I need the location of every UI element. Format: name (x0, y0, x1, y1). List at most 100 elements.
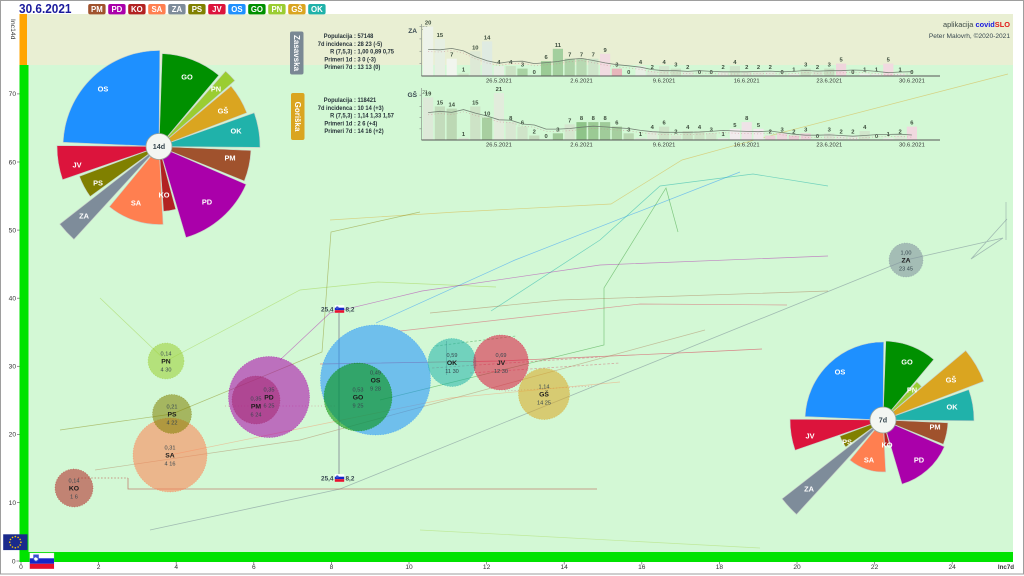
svg-text:70: 70 (9, 91, 17, 98)
svg-text:KO: KO (881, 441, 892, 450)
svg-text:PD: PD (264, 395, 274, 402)
svg-text:ZA: ZA (901, 258, 910, 265)
svg-text:1 6: 1 6 (70, 495, 78, 501)
svg-text:PM: PM (224, 154, 235, 163)
svg-text:0: 0 (910, 70, 913, 76)
svg-text:4: 4 (863, 125, 867, 131)
svg-text:15: 15 (437, 100, 444, 106)
svg-text:0,49: 0,49 (370, 371, 381, 377)
svg-text:4: 4 (639, 60, 643, 66)
svg-text:0,21: 0,21 (167, 405, 178, 411)
svg-text:10: 10 (405, 564, 413, 571)
svg-text:PM: PM (929, 423, 940, 432)
svg-text:PN: PN (211, 85, 221, 94)
svg-text:PS: PS (842, 438, 852, 447)
svg-text:7d incidenca: 7d incidenca (318, 40, 353, 48)
svg-text:Primeri 7d: Primeri 7d (324, 64, 352, 72)
svg-text:7d incidenca: 7d incidenca (318, 104, 353, 112)
svg-text:: 1,14 1,33 1,57: : 1,14 1,33 1,57 (354, 112, 394, 120)
svg-text:4: 4 (662, 60, 666, 66)
svg-text:0,53: 0,53 (353, 388, 364, 394)
svg-text:aplikacija covidSLO: aplikacija covidSLO (943, 20, 1010, 29)
svg-text:3: 3 (804, 63, 808, 69)
svg-text:30.6.2021: 30.6.2021 (19, 2, 72, 16)
svg-text:R (7,5,3): R (7,5,3) (330, 112, 352, 120)
svg-text:0: 0 (544, 134, 547, 140)
svg-text:16: 16 (638, 564, 646, 571)
svg-text:9 28: 9 28 (370, 387, 381, 393)
svg-text:6: 6 (252, 564, 256, 571)
svg-text:Populacija: Populacija (324, 97, 353, 105)
svg-text:3: 3 (556, 127, 560, 133)
svg-text:OK: OK (230, 127, 242, 136)
svg-text:: 57148: : 57148 (354, 33, 374, 41)
svg-text:2: 2 (898, 130, 901, 136)
svg-text:2: 2 (851, 130, 854, 136)
svg-text:R (7,5,3): R (7,5,3) (330, 48, 352, 56)
svg-text:PS: PS (93, 179, 103, 188)
svg-text:GO: GO (251, 5, 263, 14)
svg-text:40: 40 (9, 296, 17, 303)
svg-text:0: 0 (710, 70, 713, 76)
svg-text:60: 60 (9, 159, 17, 166)
svg-text:3: 3 (615, 63, 619, 69)
svg-text:Primeri 7d: Primeri 7d (324, 128, 352, 136)
svg-text:1: 1 (639, 132, 643, 138)
svg-text:6 25: 6 25 (264, 404, 275, 410)
svg-text:18: 18 (716, 564, 724, 571)
svg-text:8,2: 8,2 (346, 306, 355, 313)
svg-text:0,59: 0,59 (447, 353, 458, 359)
svg-text:6: 6 (615, 121, 619, 127)
svg-text:2.6.2021: 2.6.2021 (570, 79, 593, 85)
svg-text:PS: PS (167, 412, 177, 419)
svg-text:14: 14 (484, 35, 491, 41)
svg-text:1: 1 (792, 68, 796, 74)
svg-text:PN: PN (161, 359, 171, 366)
svg-text:GŠ: GŠ (407, 90, 417, 99)
svg-text:3: 3 (828, 127, 832, 133)
svg-text:3: 3 (710, 127, 714, 133)
svg-text:0: 0 (816, 134, 819, 140)
svg-text:2: 2 (757, 65, 760, 71)
svg-text:9: 9 (603, 48, 607, 54)
svg-text:4: 4 (651, 125, 655, 131)
svg-text:SA: SA (131, 199, 142, 208)
svg-text:26.5.2021: 26.5.2021 (486, 79, 512, 85)
svg-text:: 10 14 (+3): : 10 14 (+3) (354, 104, 384, 112)
svg-text:0,31: 0,31 (165, 446, 176, 452)
svg-text:0: 0 (627, 70, 630, 76)
svg-text:23.6.2021: 23.6.2021 (816, 143, 842, 149)
svg-text:ZA: ZA (804, 485, 815, 494)
svg-text:3: 3 (780, 127, 784, 133)
svg-text:25,4: 25,4 (321, 475, 334, 482)
svg-text:21: 21 (422, 90, 428, 96)
svg-text:7: 7 (592, 53, 595, 59)
svg-text:9.6.2021: 9.6.2021 (653, 143, 676, 149)
svg-text:1: 1 (898, 68, 902, 74)
svg-text:1,14: 1,14 (539, 385, 550, 391)
svg-text:GO: GO (181, 73, 193, 82)
svg-text:5: 5 (839, 58, 843, 64)
svg-text:Primeri 1d: Primeri 1d (324, 120, 352, 128)
svg-text:22: 22 (871, 564, 879, 571)
svg-text:26.5.2021: 26.5.2021 (486, 143, 512, 149)
svg-text:1,00: 1,00 (901, 251, 912, 257)
svg-text:OK: OK (447, 360, 457, 367)
svg-text:7: 7 (568, 53, 571, 59)
svg-text:10: 10 (9, 500, 17, 507)
svg-text:PN: PN (907, 386, 917, 395)
svg-text:30.6.2021: 30.6.2021 (899, 143, 925, 149)
svg-text:19: 19 (425, 91, 432, 97)
svg-text:: 2 6 (+4): : 2 6 (+4) (354, 120, 377, 128)
svg-text:21: 21 (496, 87, 503, 93)
svg-text:2: 2 (686, 65, 689, 71)
svg-text:0: 0 (780, 70, 783, 76)
svg-text:PD: PD (914, 456, 925, 465)
svg-text:30: 30 (9, 364, 17, 371)
svg-text:SA: SA (165, 453, 175, 460)
svg-text:24: 24 (949, 564, 957, 571)
svg-text:: 13 13 (0): : 13 13 (0) (354, 64, 380, 72)
svg-text:3: 3 (804, 127, 808, 133)
svg-text:9.6.2021: 9.6.2021 (653, 79, 676, 85)
svg-text:: 1,00 0,89 0,75: : 1,00 0,89 0,75 (354, 48, 394, 56)
